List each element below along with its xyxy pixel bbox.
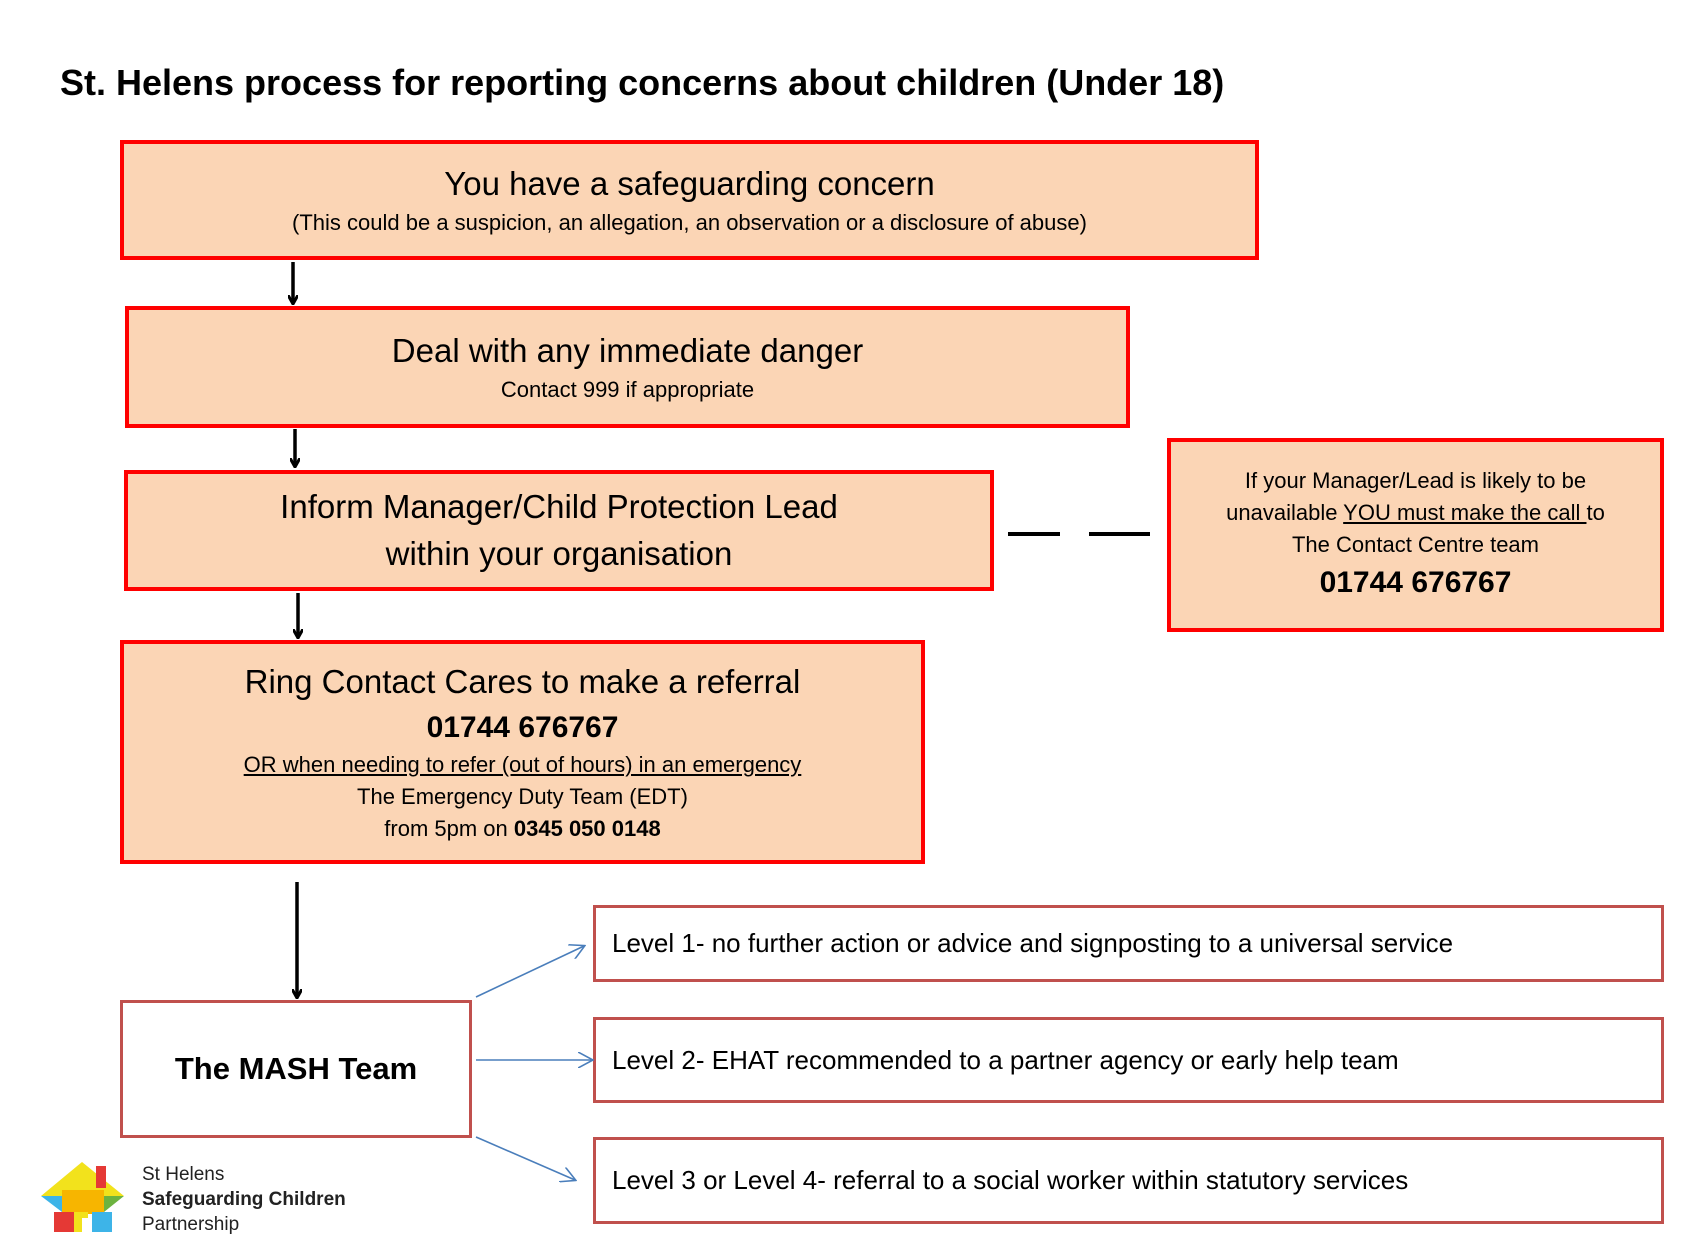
step-phone: 01744 676767 [426, 710, 619, 744]
logo-line2: Safeguarding Children [142, 1189, 346, 1210]
step-edt-phone-line: from 5pm on 0345 050 0148 [384, 813, 660, 845]
side-line2-prefix: unavailable [1226, 500, 1344, 526]
side-line2: unavailable YOU must make the call to [1226, 497, 1605, 529]
mash-team-box: The MASH Team [120, 1000, 472, 1138]
level-3-4-text: Level 3 or Level 4- referral to a social… [612, 1165, 1409, 1195]
mash-label: The MASH Team [174, 1051, 418, 1086]
side-line2-suffix: to [1586, 500, 1605, 526]
level-2-box: Level 2- EHAT recommended to a partner a… [593, 1017, 1664, 1103]
step-heading-line2: within your organisation [385, 534, 733, 572]
step-heading: You have a safeguarding concern [444, 164, 935, 202]
level-1-box: Level 1- no further action or advice and… [593, 905, 1664, 982]
step-sub: (This could be a suspicion, an allegatio… [292, 210, 1087, 236]
step-sub: Contact 999 if appropriate [500, 377, 755, 403]
side-phone: 01744 676767 [1319, 566, 1512, 600]
logo-line1: St Helens [142, 1164, 225, 1185]
step-immediate-danger: Deal with any immediate danger Contact 9… [125, 306, 1130, 428]
step-ring-contact-cares: Ring Contact Cares to make a referral 01… [120, 640, 925, 864]
step-safeguarding-concern: You have a safeguarding concern (This co… [120, 140, 1259, 260]
puzzle-house-logo-icon [41, 1162, 124, 1232]
edt-phone: 0345 050 0148 [513, 815, 661, 841]
step-alt: OR when needing to refer (out of hours) … [243, 752, 802, 777]
level-3-4-box: Level 3 or Level 4- referral to a social… [593, 1137, 1664, 1224]
side-line2-emph: YOU must make the call [1343, 500, 1587, 526]
side-line3: The Contact Centre team [1291, 532, 1539, 558]
arrow-to-level-3-4 [475, 1136, 575, 1180]
logo-text: St Helens Safeguarding Children Partners… [142, 1162, 346, 1237]
step-heading: Ring Contact Cares to make a referral [244, 663, 801, 701]
arrow-to-level-1 [475, 946, 584, 998]
step-inform-manager: Inform Manager/Child Protection Lead wit… [124, 470, 994, 591]
step-heading-line1: Inform Manager/Child Protection Lead [280, 488, 838, 526]
page-title: St. Helens process for reporting concern… [60, 62, 1225, 103]
side-box-contact-centre: If your Manager/Lead is likely to be una… [1167, 438, 1664, 632]
level-1-text: Level 1- no further action or advice and… [612, 928, 1454, 958]
logo-line3: Partnership [142, 1214, 240, 1235]
step-edt: The Emergency Duty Team (EDT) [357, 783, 688, 809]
side-line1: If your Manager/Lead is likely to be [1244, 468, 1587, 494]
level-2-text: Level 2- EHAT recommended to a partner a… [612, 1044, 1399, 1075]
from-prefix: from 5pm on [384, 815, 514, 841]
step-heading: Deal with any immediate danger [391, 331, 864, 369]
